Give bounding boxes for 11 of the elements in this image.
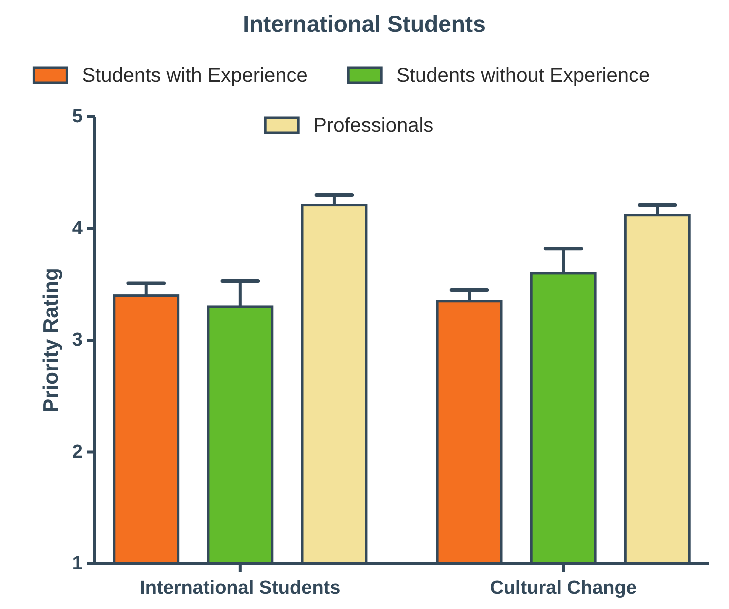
y-tick-label: 4 <box>72 218 84 240</box>
y-tick-label: 1 <box>72 554 84 574</box>
chart-title: International Students <box>243 11 486 37</box>
legend-label: Professionals <box>314 115 434 137</box>
y-tick-label: 5 <box>72 106 84 128</box>
legend-label: Students without Experience <box>396 65 650 87</box>
y-axis-title: Priority Rating <box>40 268 63 413</box>
x-tick-label: Cultural Change <box>490 578 637 599</box>
y-tick-label: 2 <box>72 442 83 463</box>
y-tick-label: 3 <box>72 330 83 351</box>
legend-label: Students with Experience <box>82 65 308 87</box>
